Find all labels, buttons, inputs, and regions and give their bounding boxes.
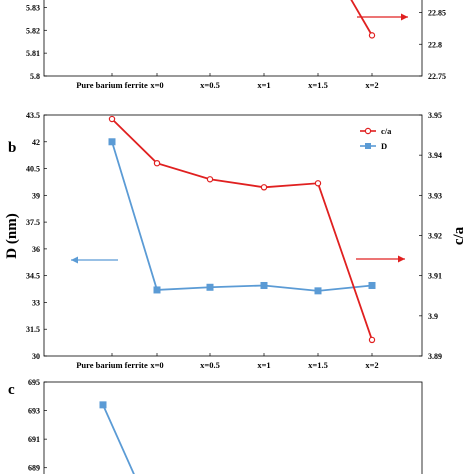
panel-b-series-ca-point [314, 180, 322, 187]
legend-label-d: D [381, 141, 387, 151]
panel-a-right-tick-label: 22.85 [428, 9, 446, 18]
panel-a-category-label-pure-barium-ferrite: Pure barium ferrite [76, 80, 148, 90]
panel-a-category-axis: Pure barium ferrite x=0 x=0.5 x=1 x=1.5 x=2 [76, 73, 379, 90]
panel-a-left-tick-label: 5.8 [30, 72, 40, 81]
panel-c: c 695 693 691 689 [8, 378, 423, 474]
panel-a-left-tick-label: 5.81 [26, 49, 40, 58]
panel-c-series [99, 401, 135, 474]
panel-b-category-label-x-0: x=0 [150, 360, 163, 370]
panel-b-left-tick-label: 36 [32, 245, 40, 254]
panel-b-series-d-point [206, 283, 214, 291]
panel-b-series-d-point [153, 286, 161, 294]
panel-a-plot-frame [43, 0, 423, 77]
panel-a-category-label-x-1-5: x=1.5 [308, 80, 328, 90]
panel-b-left-tick-label: 33 [32, 298, 40, 307]
panel-b-right-tick-label: 3.93 [428, 191, 442, 200]
panel-b-series-d-point [368, 281, 376, 289]
panel-a-right-axis: 22.85 22.8 22.75 [419, 9, 446, 81]
panel-b-right-arrow-head [398, 255, 405, 263]
panel-b-right-axis-title: c/a [451, 226, 467, 245]
panel-b-category-axis: Pure barium ferrite x=0 x=0.5 x=1 x=1.5 x=2 [76, 353, 379, 370]
panel-a-right-tick-label: 22.75 [428, 72, 446, 81]
panel-b-left-tick-label: 42 [32, 138, 40, 147]
panel-c-left-axis: 695 693 691 689 [28, 378, 47, 473]
panel-b-left-tick-label: 43.5 [26, 111, 40, 120]
panel-c-series-line [102, 404, 135, 474]
panel-b-right-tick-label: 3.89 [428, 352, 442, 361]
panel-b-letter: b [8, 140, 16, 156]
panel-b-left-axis-title: D (nm) [4, 213, 20, 258]
panel-b-right-tick-label: 3.9 [428, 312, 438, 321]
panel-b-series-d-point [314, 287, 322, 295]
panel-b-arrows [71, 255, 405, 264]
panel-b-series-d-line [111, 141, 373, 292]
panel-a-arrow-head [401, 13, 408, 21]
panel-c-series-point [99, 401, 107, 409]
panel-b-left-tick-label: 31.5 [26, 325, 40, 334]
panel-b-right-axis: 3.95 3.94 3.93 3.92 3.91 3.9 3.89 [419, 111, 442, 361]
panel-b-series-ca-point [108, 115, 116, 123]
panel-a-left-tick-label: 5.83 [26, 3, 40, 12]
panel-c-letter: c [8, 382, 15, 398]
panel-b-series-d-point [108, 138, 116, 146]
panel-a-right-series-line [350, 0, 373, 36]
panel-a-right-tick-label: 22.8 [428, 40, 442, 49]
panel-b-left-arrow-head [71, 256, 78, 264]
panel-b-series-ca-point [206, 176, 214, 183]
panel-b-left-axis: 43.5 42 40.5 39 37.5 36 34.5 33 31.5 30 [26, 111, 47, 361]
panel-a: 5.83 5.82 5.81 5.8 22.85 22.8 22.75 Pure bari… [26, 0, 446, 90]
panel-b-series-ca-line [111, 118, 373, 341]
panel-b-category-label-x-0-5: x=0.5 [200, 360, 220, 370]
panel-a-category-label-x-2: x=2 [365, 80, 378, 90]
legend-marker-ca [364, 127, 372, 135]
legend-marker-d [365, 143, 371, 149]
panel-a-left-tick-label: 5.82 [26, 26, 40, 35]
panel-b-left-tick-label: 37.5 [26, 218, 40, 227]
panel-b-left-tick-label: 40.5 [26, 165, 40, 174]
panel-b-category-label-x-2: x=2 [365, 360, 378, 370]
panel-c-left-tick-label: 691 [28, 435, 40, 444]
panel-b-right-tick-label: 3.94 [428, 151, 442, 160]
panel-b-left-tick-label: 30 [32, 352, 40, 361]
panel-b-right-tick-label: 3.92 [428, 232, 442, 241]
panel-a-category-label-x-1: x=1 [257, 80, 270, 90]
panel-b-series-ca-point [368, 336, 376, 344]
panel-b-left-tick-label: 34.5 [26, 272, 40, 281]
panel-a-right-series-point [368, 32, 376, 39]
panel-b-right-tick-label: 3.91 [428, 272, 442, 281]
panel-b-series-d-point [260, 281, 268, 289]
panel-a-right-arrow [357, 13, 408, 21]
panel-b-left-tick-label: 39 [32, 191, 40, 200]
panel-a-category-label-x-0-5: x=0.5 [200, 80, 220, 90]
panel-b-category-label-x-1: x=1 [257, 360, 270, 370]
panel-b-right-tick-label: 3.95 [428, 111, 442, 120]
panel-b-category-label-pure-barium-ferrite: Pure barium ferrite [76, 360, 148, 370]
panel-b-legend: c/a D [360, 126, 392, 151]
legend-label-ca: c/a [381, 126, 392, 136]
panel-a-category-label-x-0: x=0 [150, 80, 163, 90]
panel-b-series [108, 115, 376, 344]
panel-a-series [350, 0, 376, 39]
panel-c-plot-frame [43, 381, 423, 474]
panel-b: b D (nm) c/a 43.5 42 40.5 39 37.5 36 34.5 33 31.… [4, 111, 467, 370]
panel-b-series-ca-point [153, 159, 161, 167]
panel-b-series-ca-point [260, 184, 268, 191]
panel-b-category-label-x-1-5: x=1.5 [308, 360, 328, 370]
panel-c-left-tick-label: 693 [28, 407, 40, 416]
panel-a-left-axis: 5.83 5.82 5.81 5.8 [26, 3, 47, 81]
panel-c-left-tick-label: 689 [28, 464, 40, 473]
panel-c-left-tick-label: 695 [28, 378, 40, 387]
